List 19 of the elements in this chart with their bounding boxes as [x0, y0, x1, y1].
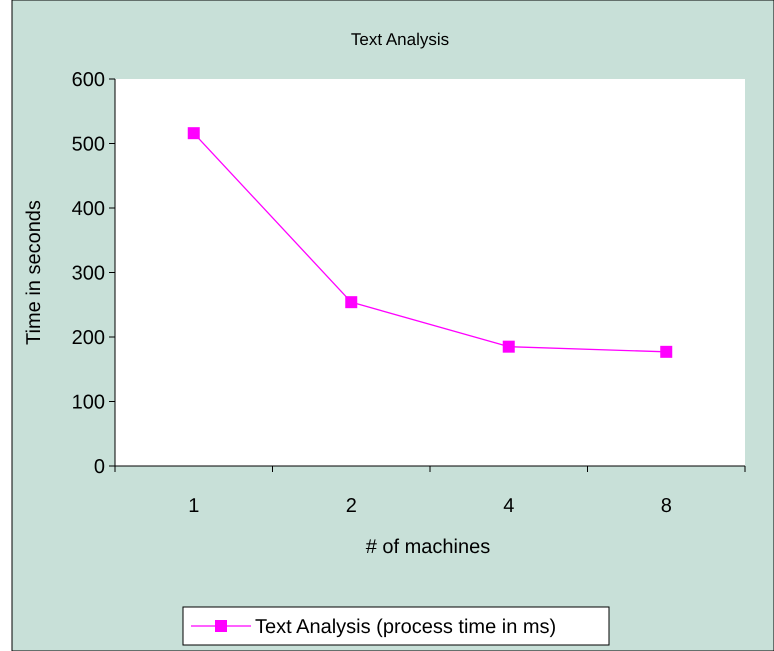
point [660, 346, 672, 358]
legend-label: Text Analysis (process time in ms) [255, 616, 556, 638]
y-tick-label: 100 [72, 392, 105, 414]
point [502, 340, 515, 353]
x-tick-label: 1 [188, 495, 200, 517]
y-tick-label: 500 [72, 134, 105, 156]
point [345, 296, 358, 308]
x-tick-label: 2 [346, 495, 357, 517]
y-axis-title: Time in seconds [23, 200, 45, 345]
y-tick-label: 600 [72, 69, 105, 91]
point [188, 127, 200, 140]
chart-title: Text Analysis [350, 30, 450, 49]
y-tick-label: 0 [94, 456, 105, 478]
y-tick-label: 300 [72, 262, 105, 284]
x-tick-label: 4 [503, 495, 514, 517]
y-tick-label: 200 [72, 327, 105, 349]
x-tick-label: 8 [660, 495, 672, 517]
x-axis-title: # of machines [366, 536, 490, 558]
y-tick-label: 400 [72, 198, 105, 220]
